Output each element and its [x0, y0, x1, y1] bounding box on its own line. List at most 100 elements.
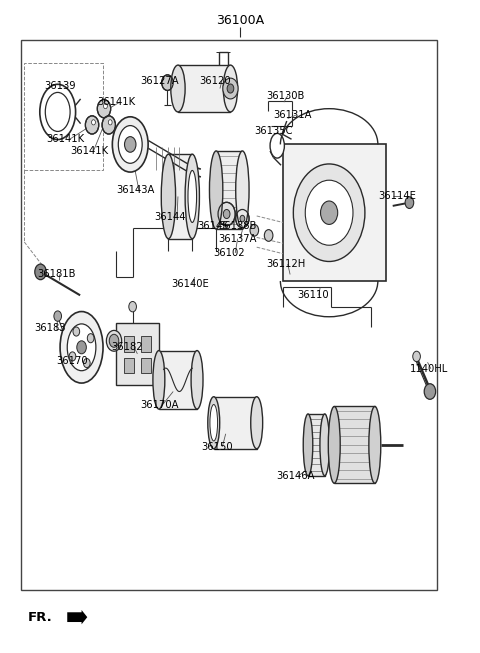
Circle shape [223, 78, 238, 99]
Circle shape [264, 230, 273, 242]
Text: 36144: 36144 [154, 212, 186, 222]
Circle shape [69, 352, 76, 361]
Ellipse shape [208, 397, 220, 449]
Bar [24, 63, 103, 170]
Ellipse shape [185, 154, 199, 239]
Circle shape [108, 119, 112, 125]
Text: 36140E: 36140E [171, 279, 208, 289]
Circle shape [97, 99, 111, 118]
Ellipse shape [223, 65, 238, 112]
Circle shape [293, 164, 365, 261]
Bar [124, 358, 133, 374]
Circle shape [92, 119, 96, 125]
Circle shape [54, 311, 61, 321]
Text: 36114E: 36114E [378, 191, 416, 202]
Text: 36102: 36102 [214, 248, 245, 258]
Text: 36170A: 36170A [140, 400, 178, 409]
Text: 36127A: 36127A [140, 76, 179, 86]
Circle shape [73, 327, 80, 336]
Bar [334, 406, 375, 483]
Text: 36146A: 36146A [276, 471, 314, 481]
Circle shape [424, 384, 436, 400]
Circle shape [102, 116, 116, 134]
Ellipse shape [369, 406, 381, 483]
Circle shape [413, 351, 420, 362]
Ellipse shape [67, 324, 96, 371]
Text: 36183: 36183 [34, 323, 65, 334]
Text: 36145: 36145 [197, 221, 228, 231]
Bar [124, 336, 133, 352]
Text: 36110: 36110 [297, 291, 329, 300]
Circle shape [77, 341, 86, 354]
Ellipse shape [45, 93, 70, 131]
Circle shape [162, 75, 173, 91]
Circle shape [84, 358, 90, 368]
Bar [168, 154, 192, 239]
Circle shape [104, 103, 108, 108]
Circle shape [405, 197, 414, 208]
Text: 36137A: 36137A [218, 234, 257, 244]
Text: 36131A: 36131A [274, 110, 312, 120]
Text: 36100A: 36100A [216, 14, 264, 27]
Circle shape [107, 330, 121, 351]
Circle shape [129, 302, 136, 312]
Ellipse shape [40, 84, 75, 140]
Text: 36150: 36150 [201, 442, 232, 452]
Circle shape [236, 210, 249, 228]
Bar [178, 65, 230, 112]
Text: 36141K: 36141K [97, 97, 135, 107]
Circle shape [124, 136, 136, 152]
Text: 1140HL: 1140HL [409, 364, 448, 374]
Text: 36182: 36182 [111, 342, 143, 353]
Ellipse shape [328, 406, 340, 483]
Circle shape [321, 201, 338, 225]
Text: 36181B: 36181B [37, 270, 76, 279]
Ellipse shape [270, 133, 284, 158]
Text: 36141K: 36141K [71, 146, 108, 156]
Ellipse shape [210, 404, 217, 441]
Ellipse shape [118, 125, 142, 163]
Circle shape [223, 210, 230, 219]
Ellipse shape [112, 117, 148, 172]
FancyArrow shape [67, 610, 87, 624]
Circle shape [305, 180, 353, 246]
Bar [116, 323, 159, 385]
Text: FR.: FR. [28, 611, 52, 624]
Ellipse shape [191, 351, 203, 409]
Ellipse shape [236, 151, 249, 229]
Circle shape [35, 264, 46, 279]
Text: 36120: 36120 [199, 76, 231, 86]
Circle shape [85, 116, 99, 134]
Circle shape [87, 334, 94, 343]
Bar [159, 351, 197, 409]
Text: 36170: 36170 [56, 356, 88, 366]
Circle shape [240, 215, 245, 222]
Bar [22, 40, 437, 590]
Ellipse shape [171, 65, 185, 112]
Ellipse shape [153, 351, 165, 409]
Ellipse shape [303, 414, 313, 476]
Text: 36130B: 36130B [266, 91, 305, 101]
Text: 36143A: 36143A [116, 185, 154, 195]
Circle shape [218, 202, 235, 226]
Text: 36135C: 36135C [254, 127, 293, 136]
Ellipse shape [60, 311, 103, 383]
Circle shape [227, 84, 234, 93]
Bar [308, 414, 324, 476]
Circle shape [250, 225, 259, 236]
Ellipse shape [320, 414, 329, 476]
Text: 36141K: 36141K [47, 135, 85, 144]
Text: 36139: 36139 [44, 81, 76, 91]
Text: 36138B: 36138B [218, 221, 257, 231]
Text: 36112H: 36112H [266, 259, 305, 269]
Bar [141, 336, 151, 352]
Bar [214, 397, 257, 449]
Bar [216, 151, 242, 229]
Ellipse shape [161, 154, 176, 239]
Ellipse shape [188, 170, 197, 223]
Circle shape [109, 334, 119, 347]
Ellipse shape [251, 397, 263, 449]
Ellipse shape [209, 151, 223, 229]
Bar [141, 358, 151, 374]
Bar [283, 144, 385, 281]
